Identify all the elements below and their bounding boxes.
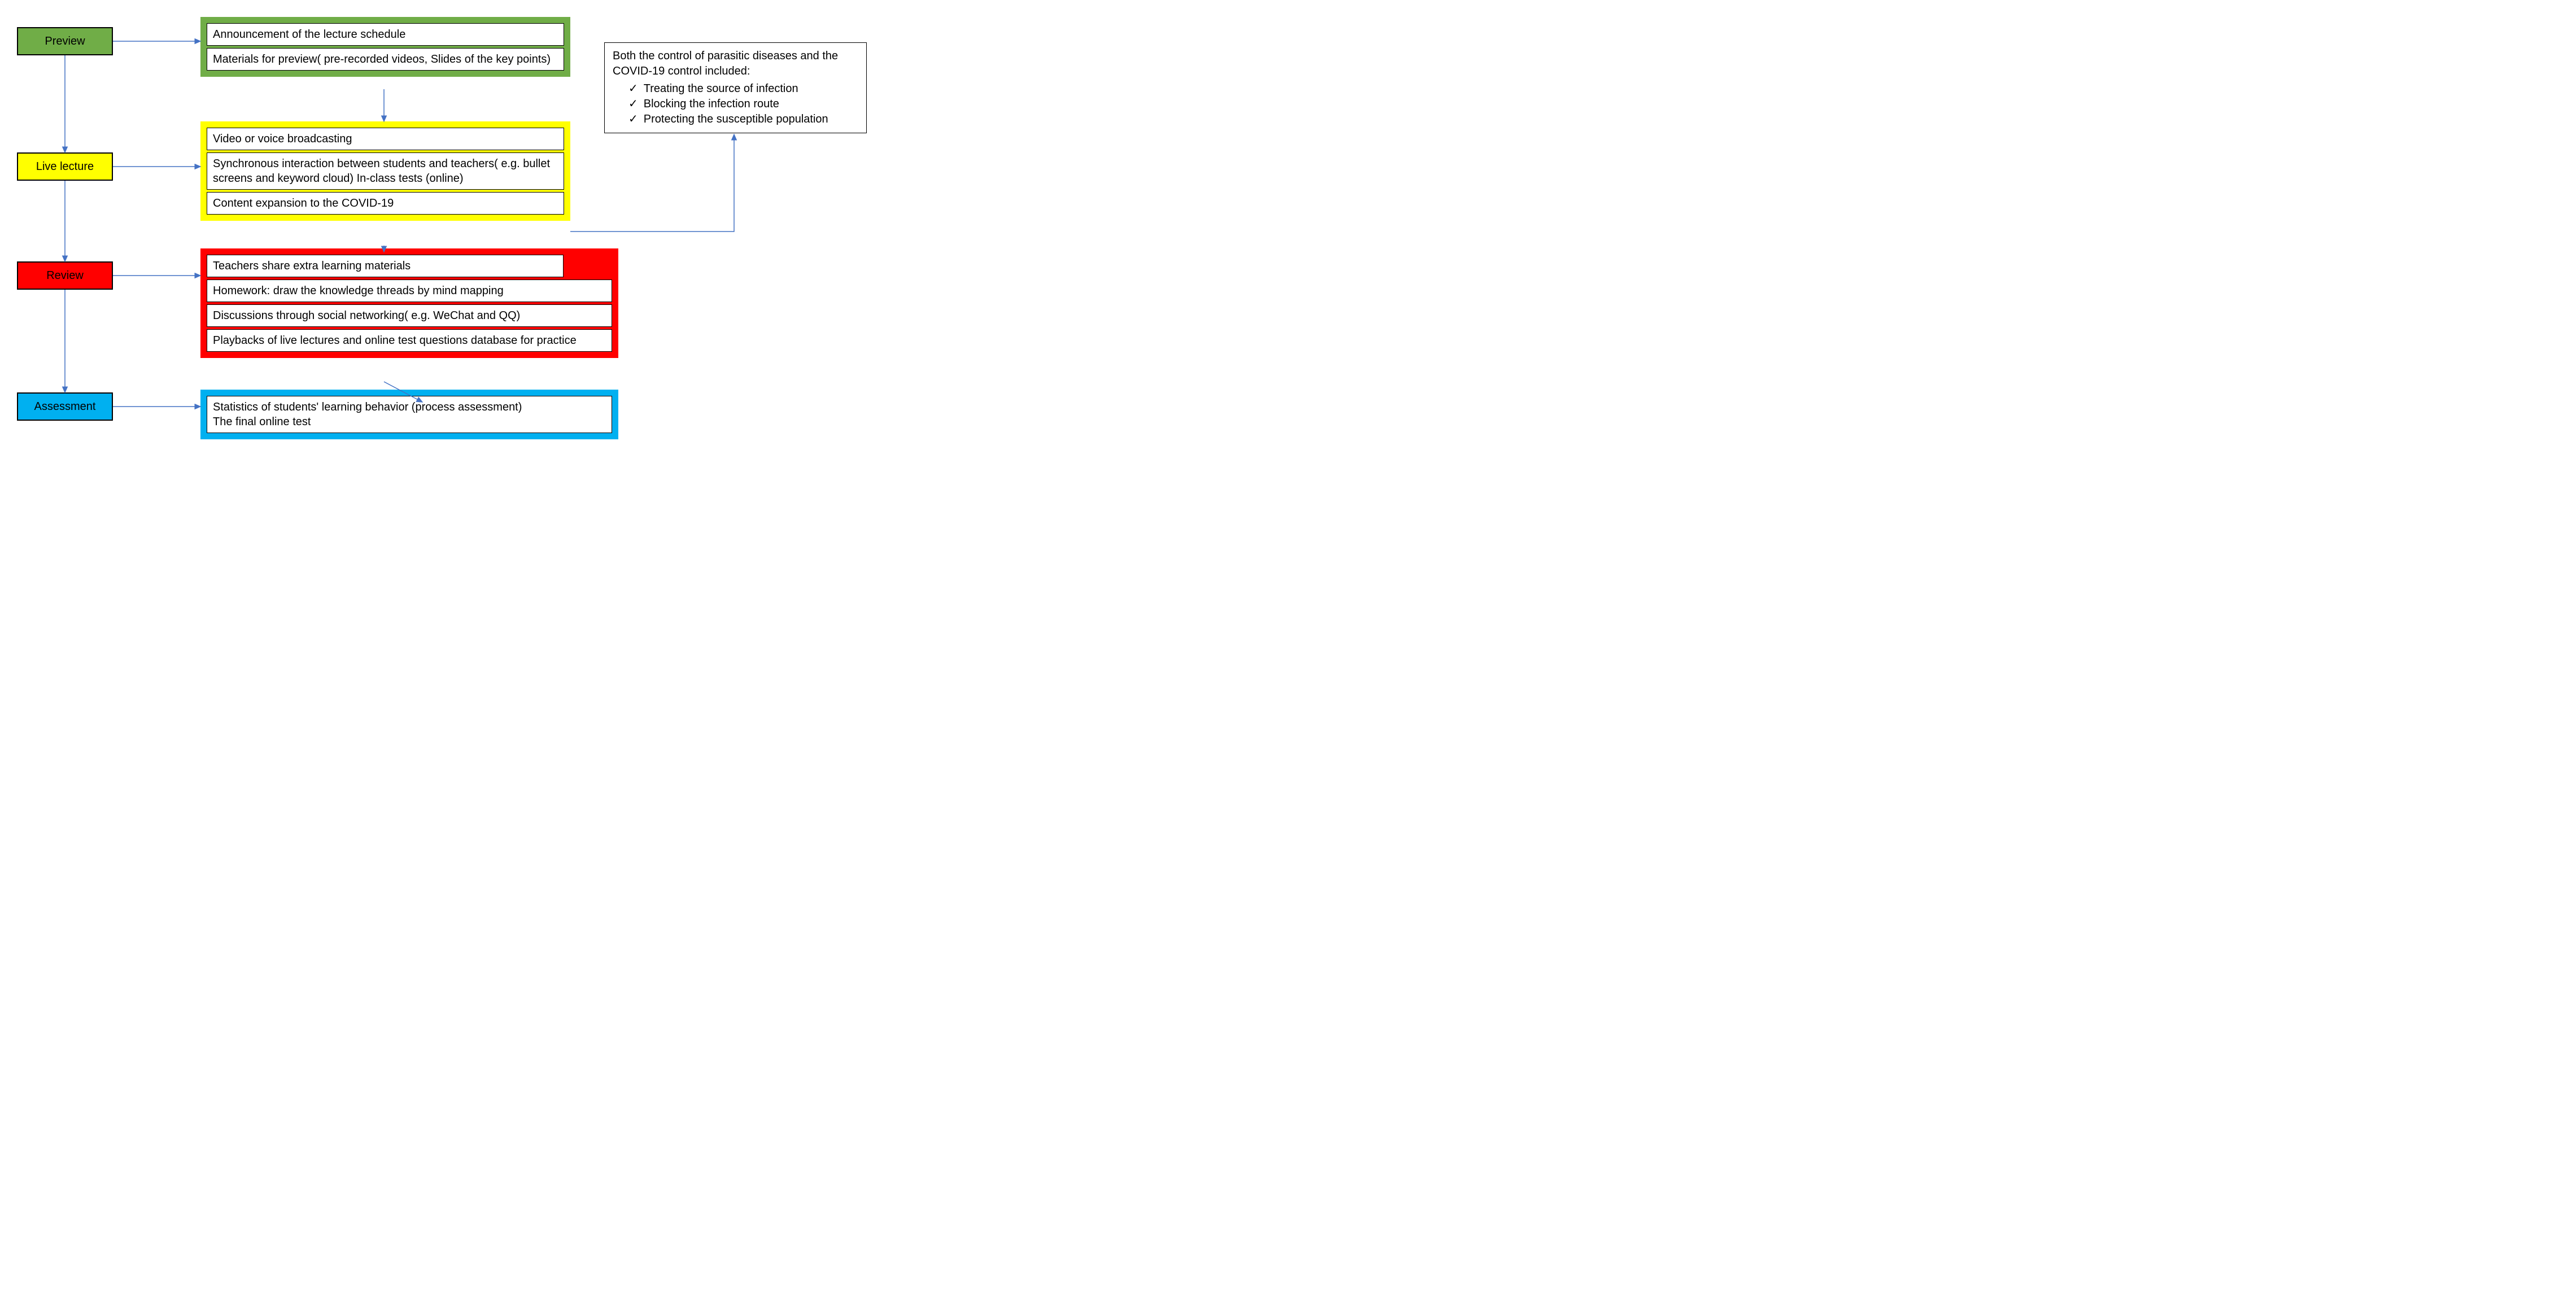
- content-item: Playbacks of live lectures and online te…: [207, 329, 612, 352]
- stage-preview: Preview: [17, 27, 113, 55]
- info-bullet: Blocking the infection route: [628, 97, 858, 112]
- content-item: Video or voice broadcasting: [207, 128, 564, 150]
- content-item: Statistics of students' learning behavio…: [207, 396, 612, 433]
- content-item: Discussions through social networking( e…: [207, 304, 612, 327]
- info-bullet: Treating the source of infection: [628, 81, 858, 97]
- content-item: Content expansion to the COVID-19: [207, 192, 564, 215]
- covid-info-box: Both the control of parasitic diseases a…: [604, 42, 867, 133]
- content-item: Announcement of the lecture schedule: [207, 23, 564, 46]
- stage-label: Review: [46, 269, 84, 282]
- review-content-group: Teachers share extra learning materials H…: [200, 248, 618, 358]
- flow-arrow: [570, 134, 734, 232]
- live-content-group: Video or voice broadcastingSynchronous i…: [200, 121, 570, 221]
- content-item: Materials for preview( pre-recorded vide…: [207, 48, 564, 71]
- preview-content-group: Announcement of the lecture scheduleMate…: [200, 17, 570, 77]
- info-bullet: Protecting the susceptible population: [628, 112, 858, 127]
- info-title: Both the control of parasitic diseases a…: [613, 49, 858, 79]
- assessment-content-group: Statistics of students' learning behavio…: [200, 390, 618, 439]
- content-item: Teachers share extra learning materials: [207, 255, 564, 277]
- stage-label: Live lecture: [36, 160, 94, 173]
- stage-live-lecture: Live lecture: [17, 152, 113, 181]
- content-item: Homework: draw the knowledge threads by …: [207, 280, 612, 302]
- info-bullet-list: Treating the source of infectionBlocking…: [613, 81, 858, 127]
- content-item: Synchronous interaction between students…: [207, 152, 564, 190]
- stage-review: Review: [17, 261, 113, 290]
- stage-assessment: Assessment: [17, 392, 113, 421]
- stage-label: Assessment: [34, 400, 96, 413]
- stage-label: Preview: [45, 35, 85, 48]
- flowchart-diagram: Preview Live lecture Review Assessment A…: [11, 11, 870, 446]
